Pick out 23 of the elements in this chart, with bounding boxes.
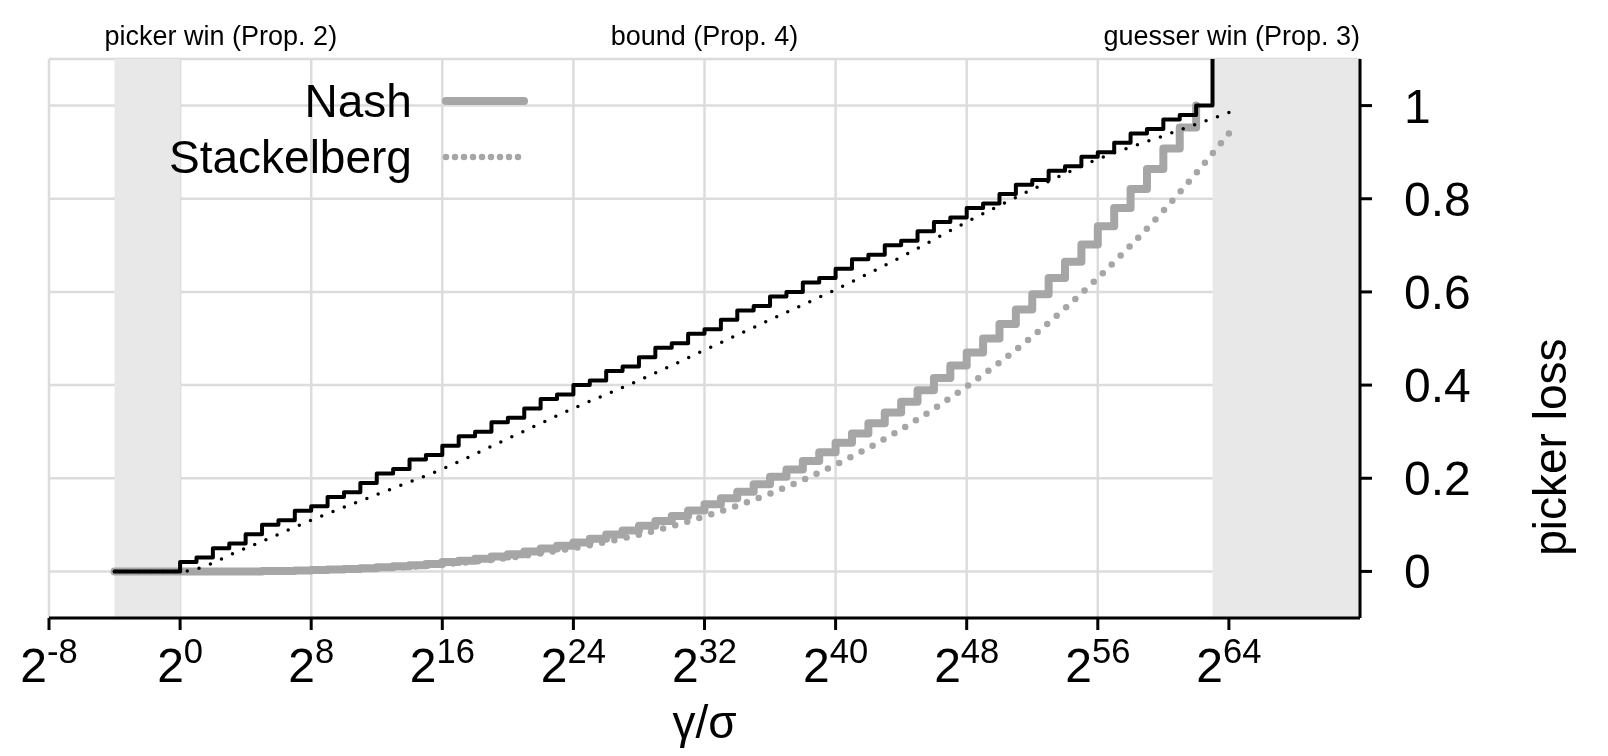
x-tick-label: 2$^{48}$ bbox=[934, 632, 1000, 692]
x-axis-title: γ/σ bbox=[672, 696, 737, 748]
y-tick-label: 0.6 bbox=[1404, 265, 1471, 319]
text: bound (Prop. 4) bbox=[610, 21, 799, 51]
x-tick-label: 2$^{0}$ bbox=[157, 632, 204, 692]
y-tick-label: 0.8 bbox=[1404, 172, 1471, 226]
y-tick-label: 0 bbox=[1404, 545, 1431, 599]
y-tick-label: 0.2 bbox=[1404, 452, 1471, 506]
x-tick-label: 2$^{40}$ bbox=[803, 632, 869, 692]
x-tick-label: 2$^{32}$ bbox=[671, 632, 738, 692]
x-tick-label: 2$^{24}$ bbox=[540, 632, 606, 692]
x-tick-label: 2$^{8}$ bbox=[288, 632, 335, 692]
band-label: guesser win (Prop. 3) bbox=[1103, 21, 1360, 51]
y-tick-label: 0.4 bbox=[1404, 359, 1471, 413]
band-label: picker win (Prop. 2) bbox=[104, 21, 338, 51]
y-tick-label: 1 bbox=[1404, 79, 1431, 133]
legend-label: Nash bbox=[304, 74, 412, 128]
x-tick-label: 2$^{56}$ bbox=[1065, 632, 1131, 692]
x-tick-label: 2$^{64}$ bbox=[1196, 632, 1262, 692]
legend-label: Stackelberg bbox=[169, 130, 412, 184]
x-tick-label: 2$^{-8}$ bbox=[20, 632, 78, 692]
y-axis-title: picker loss bbox=[1524, 338, 1577, 556]
x-tick-label: 2$^{16}$ bbox=[409, 632, 475, 692]
